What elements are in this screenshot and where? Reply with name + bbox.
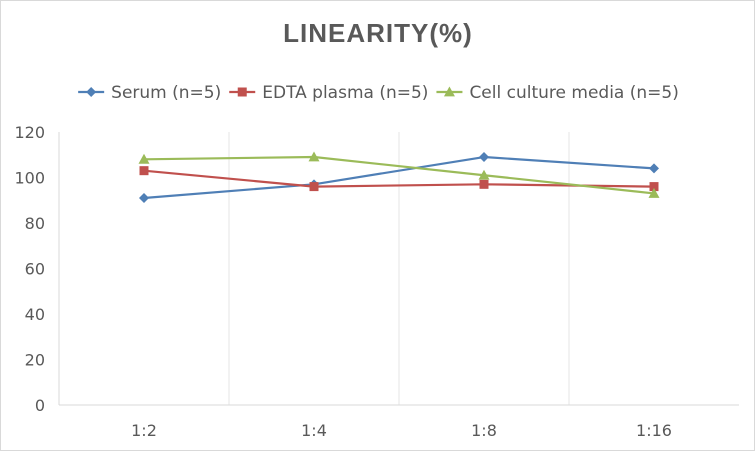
data-point-1 [139,166,149,176]
gridlines [228,132,570,405]
legend-label: Serum (n=5) [111,83,221,103]
data-point-2 [478,169,490,180]
data-point-0 [139,192,149,203]
y-tick-label: 40 [25,305,45,324]
legend-marker [443,86,455,97]
series-line-2 [143,155,655,195]
legend-marker [86,87,97,97]
data-point-1 [479,179,489,189]
legend-item-1: EDTA plasma (n=5) [229,83,428,103]
data-point-1 [649,182,659,192]
legend: Serum (n=5) EDTA plasma (n=5) Cell culture… [78,83,679,103]
y-tick-label: 20 [25,351,45,370]
series-line-1 [143,169,655,188]
chart-title: LINEARITY(%) [283,18,473,48]
legend-label: EDTA plasma (n=5) [262,83,428,103]
x-tick-label: 1:4 [301,421,327,440]
axes: 0 20 40 60 80 100 120 1:2 1:4 1:8 1:16 [14,123,739,440]
data-point-2 [308,151,320,162]
data-point-1 [309,182,319,192]
legend-item-0: Serum (n=5) [78,83,221,103]
y-tick-label: 60 [25,260,45,279]
y-tick-label: 120 [14,123,45,142]
x-tick-label: 1:2 [131,421,157,440]
data-point-2 [138,153,150,164]
y-tick-label: 100 [14,169,45,188]
legend-item-2: Cell culture media (n=5) [436,83,679,103]
data-point-2 [648,187,660,198]
legend-marker [237,87,247,97]
series-line-0 [143,155,655,200]
y-tick-label: 80 [25,214,45,233]
y-tick-label: 0 [35,396,45,415]
data-point-0 [479,152,489,163]
legend-label: Cell culture media (n=5) [469,83,678,103]
series-layer [138,151,660,203]
x-tick-label: 1:8 [471,421,497,440]
data-point-0 [649,163,659,174]
x-tick-label: 1:16 [636,421,672,440]
